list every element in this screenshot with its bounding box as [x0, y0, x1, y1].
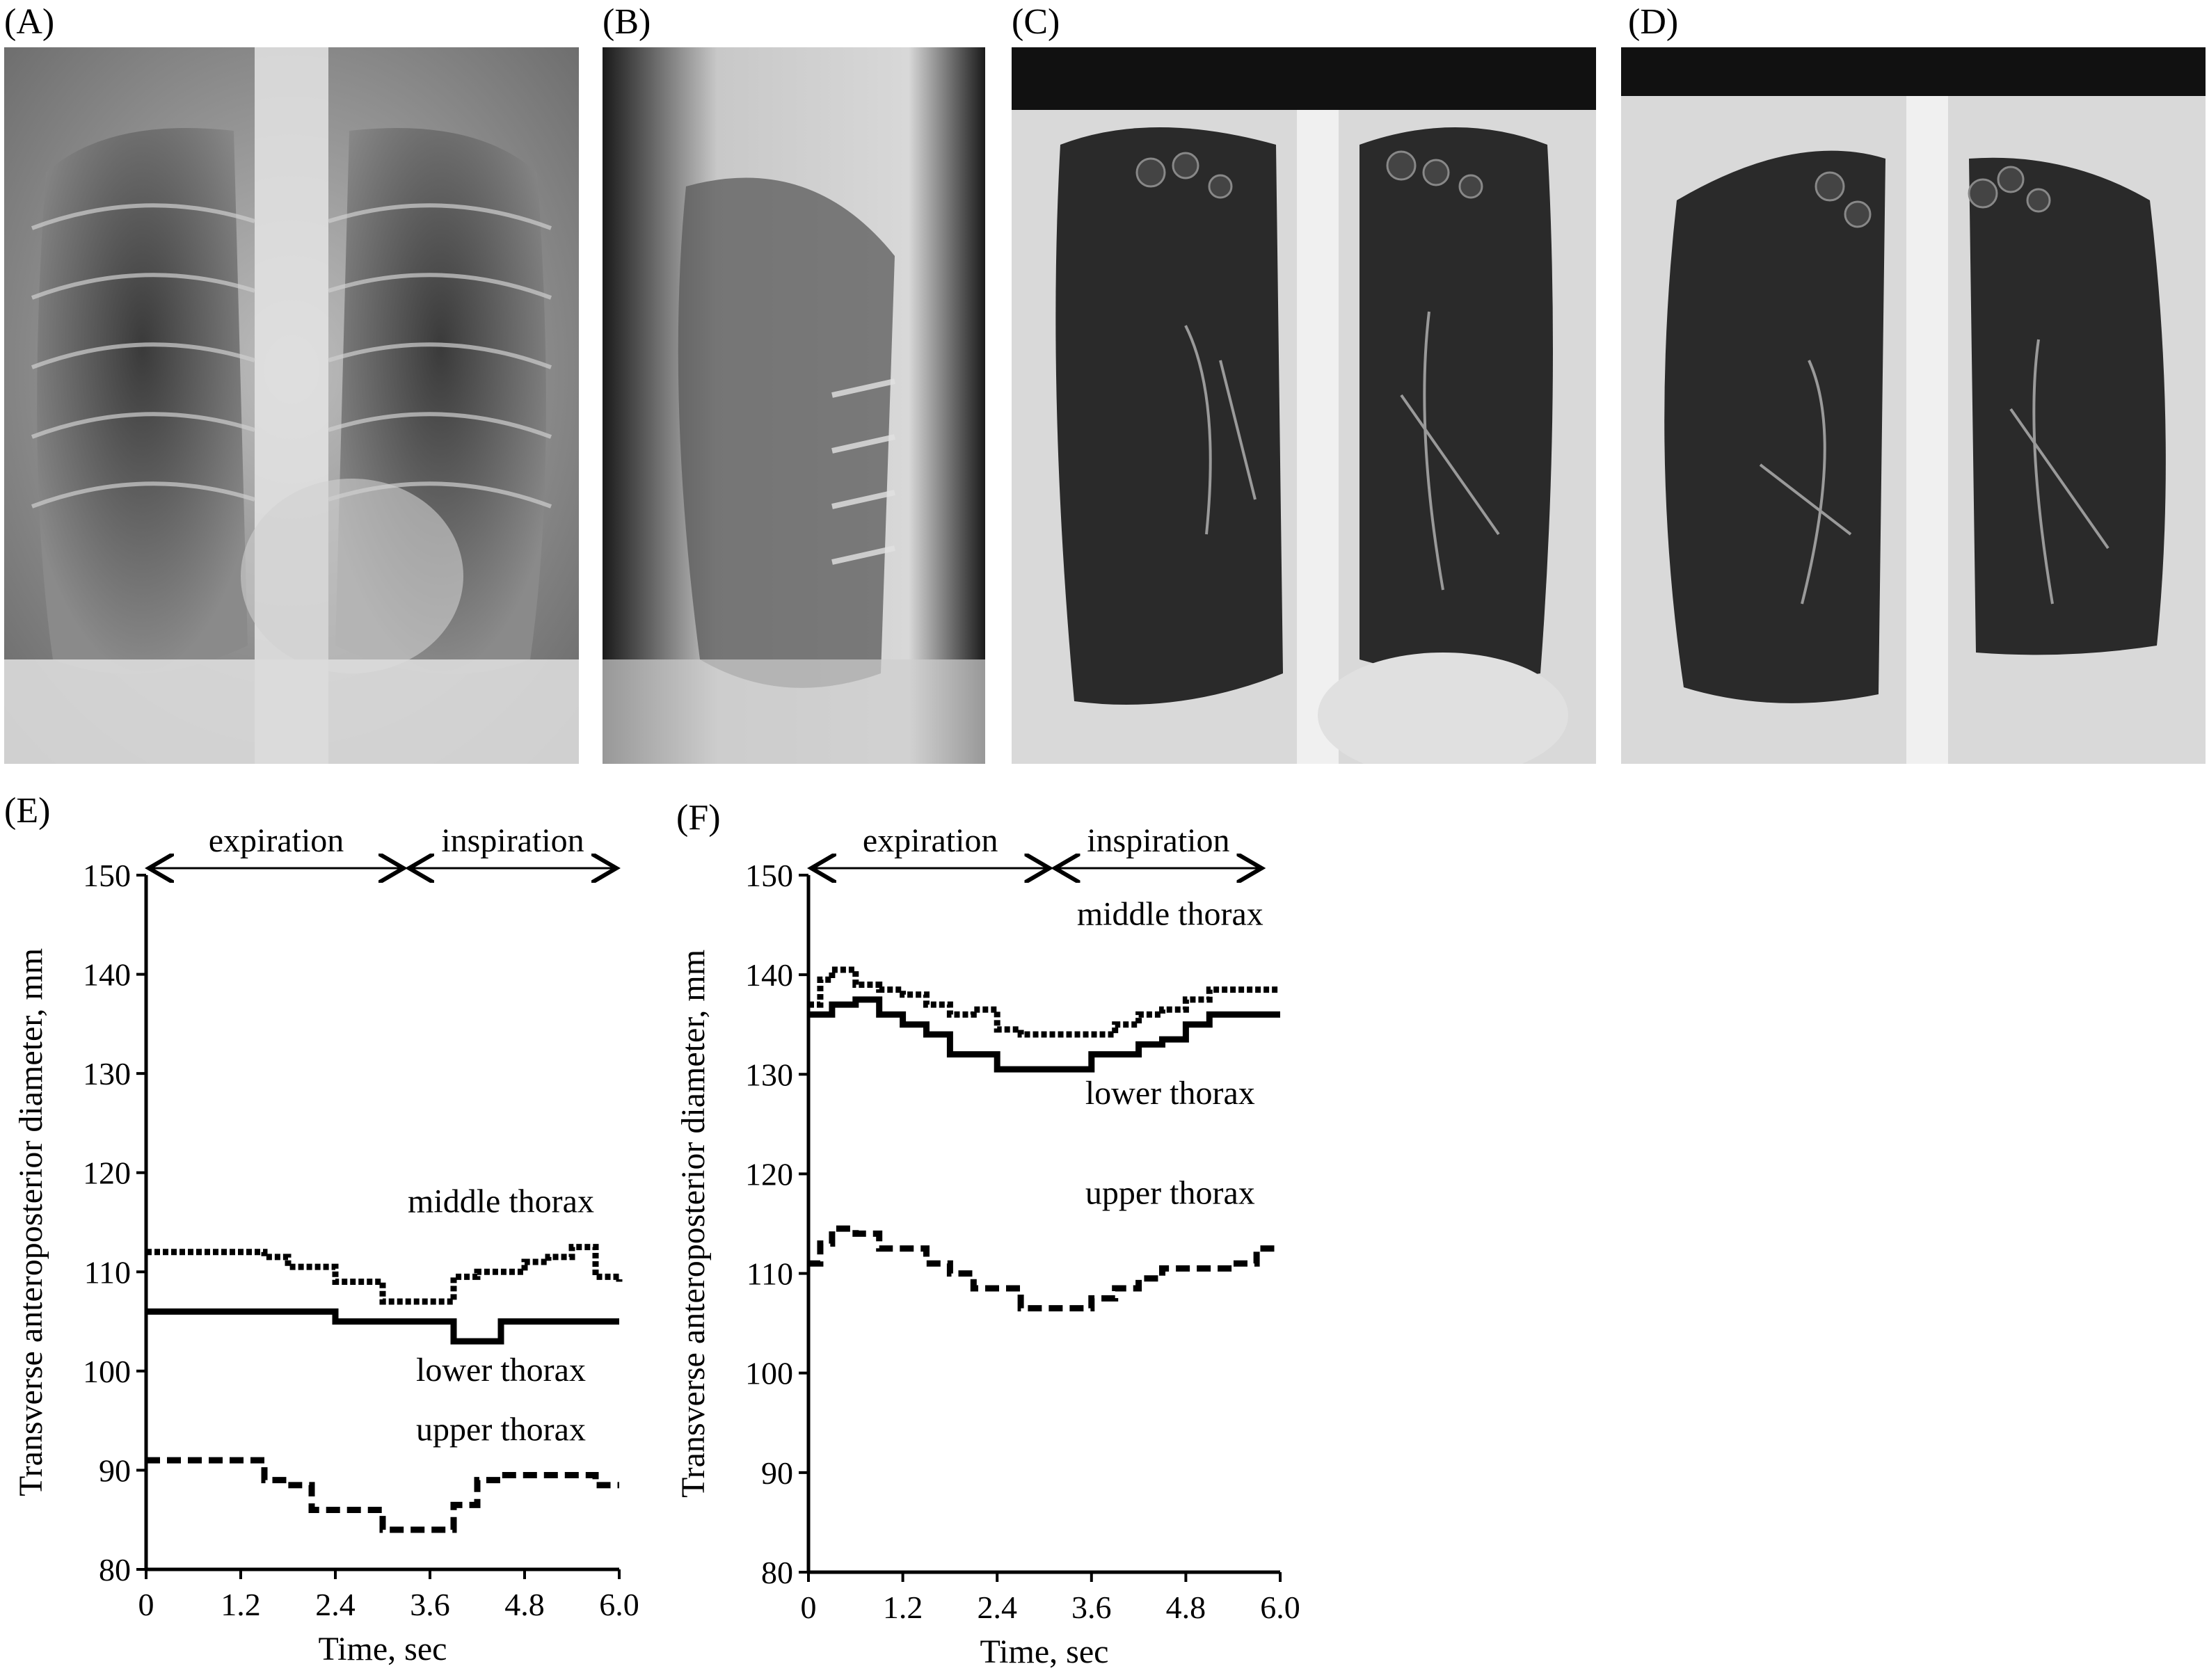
chart-e: 80 90 100 110 120 130 140 150 0 1.2 2.4 3.6 4.8 6.0 Ti… [13, 822, 639, 1667]
x-tick-label: 0 [138, 1587, 154, 1622]
y-tick-label: 80 [99, 1552, 131, 1587]
frontal-chest-radiograph [4, 47, 579, 764]
y-tick-label: 150 [83, 858, 131, 893]
y-tick-label: 120 [83, 1155, 131, 1191]
y-tick-label: 120 [745, 1156, 793, 1192]
coronal-ct-inspiration [1621, 47, 2206, 764]
panel-label-c: (C) [1012, 2, 1060, 42]
series-annotation: middle thorax [1077, 896, 1263, 933]
x-tick-label: 2.4 [315, 1587, 356, 1622]
series-line-upper-thorax [808, 1225, 1280, 1312]
series-annotation: middle thorax [408, 1183, 594, 1220]
phase-label: expiration [863, 822, 998, 859]
y-axis-label: Transverse anteroposterior diameter, mm [13, 948, 49, 1496]
x-axis-label: Time, sec [319, 1631, 447, 1667]
lateral-chest-radiograph [603, 47, 985, 764]
x-tick-label: 2.4 [977, 1590, 1017, 1625]
x-tick-label: 1.2 [883, 1590, 923, 1625]
y-tick-label: 150 [745, 858, 793, 893]
panel-label-b: (B) [603, 2, 651, 42]
panel-label-a: (A) [4, 2, 55, 42]
series-annotation: upper thorax [1085, 1174, 1255, 1211]
phase-label: expiration [209, 822, 344, 859]
panel-label-e: (E) [4, 791, 51, 831]
y-tick-label: 130 [745, 1057, 793, 1092]
x-tick-label: 4.8 [1166, 1590, 1206, 1625]
phase-label: inspiration [1087, 822, 1229, 859]
panel-label-f: (F) [676, 798, 721, 838]
panel-label-d: (D) [1628, 2, 1679, 42]
series-line-middle-thorax [146, 1244, 623, 1305]
coronal-ct-expiration [1012, 47, 1596, 764]
y-axis-label: Transverse anteroposterior diameter, mm [675, 950, 712, 1498]
chart-f: 80 90 100 110 120 130 140 150 0 1.2 2.4 3.6 4.8 6.0 Ti… [675, 822, 1300, 1670]
y-tick-label: 110 [84, 1254, 131, 1290]
y-tick-label: 80 [761, 1555, 793, 1590]
series-line-lower-thorax [146, 1308, 619, 1345]
y-tick-label: 90 [761, 1455, 793, 1491]
series-annotation: lower thorax [416, 1352, 586, 1389]
y-tick-label: 130 [83, 1056, 131, 1091]
x-tick-label: 3.6 [410, 1587, 450, 1622]
series-line-middle-thorax [808, 966, 1280, 1038]
series-line-lower-thorax [808, 996, 1280, 1073]
x-axis-label: Time, sec [980, 1633, 1109, 1670]
y-tick-label: 100 [745, 1356, 793, 1391]
series-annotation: lower thorax [1085, 1075, 1255, 1112]
series-line-upper-thorax [146, 1457, 619, 1533]
y-tick-label: 100 [83, 1354, 131, 1389]
y-tick-label: 90 [99, 1453, 131, 1488]
x-tick-label: 0 [801, 1590, 817, 1625]
x-tick-label: 6.0 [1260, 1590, 1300, 1625]
y-tick-label: 140 [745, 957, 793, 993]
x-tick-label: 3.6 [1071, 1590, 1112, 1625]
x-tick-label: 1.2 [221, 1587, 261, 1622]
x-tick-label: 6.0 [599, 1587, 639, 1622]
phase-label: inspiration [441, 822, 584, 859]
y-tick-label: 110 [747, 1256, 793, 1292]
y-tick-label: 140 [83, 957, 131, 993]
series-annotation: upper thorax [416, 1411, 586, 1448]
x-tick-label: 4.8 [504, 1587, 545, 1622]
